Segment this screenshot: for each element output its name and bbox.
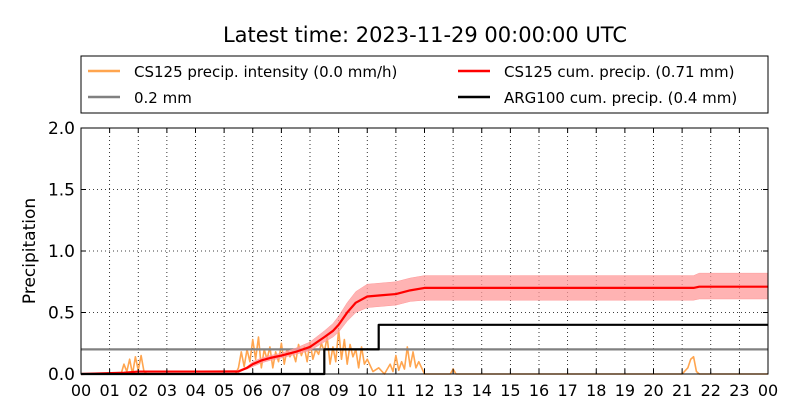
x-tick-label: 04	[185, 381, 205, 400]
chart-title: Latest time: 2023-11-29 00:00:00 UTC	[223, 23, 627, 47]
x-tick-label: 15	[500, 381, 520, 400]
x-tick-label: 16	[529, 381, 549, 400]
x-tick-label: 14	[472, 381, 492, 400]
plot-area: 00 01 02 03 04 05 06 07 08 09 10 11 12 13 14 15 16 17 18 19…	[48, 119, 778, 400]
y-axis-label: Precipitation	[20, 198, 40, 304]
y-tick-label: 1.5	[48, 181, 75, 201]
legend: CS125 precip. intensity (0.0 mm/h) CS125…	[80, 55, 769, 114]
legend-label-cs125-cum: CS125 cum. precip. (0.71 mm)	[504, 63, 734, 81]
x-tick-label: 07	[271, 381, 291, 400]
x-tick-label: 09	[328, 381, 348, 400]
x-tick-label: 13	[443, 381, 463, 400]
x-tick-label: 06	[243, 381, 263, 400]
x-tick-label: 00	[758, 381, 778, 400]
x-tick-label: 23	[729, 381, 749, 400]
x-tick-label: 12	[414, 381, 434, 400]
x-tick-label: 05	[214, 381, 234, 400]
legend-label-threshold: 0.2 mm	[134, 89, 192, 107]
legend-label-intensity: CS125 precip. intensity (0.0 mm/h)	[134, 63, 397, 81]
x-tick-label: 01	[99, 381, 119, 400]
series-0-line	[81, 328, 768, 375]
x-tick-label: 18	[586, 381, 606, 400]
legend-box	[80, 55, 769, 114]
legend-label-arg100-cum: ARG100 cum. precip. (0.4 mm)	[504, 89, 737, 107]
x-tick-label: 08	[300, 381, 320, 400]
x-tick-label: 03	[157, 381, 177, 400]
x-tick-label: 11	[386, 381, 406, 400]
x-tick-label: 10	[357, 381, 377, 400]
series-2-line	[80, 285, 768, 376]
x-tick-label: 21	[672, 381, 692, 400]
x-tick-label: 17	[557, 381, 577, 400]
x-tick-label: 02	[128, 381, 148, 400]
y-tick-label: 0.5	[48, 304, 75, 324]
x-tick-label: 00	[71, 381, 91, 400]
x-tick-label: 19	[615, 381, 635, 400]
x-tick-label: 20	[643, 381, 663, 400]
y-tick-label: 0.0	[48, 365, 75, 385]
y-tick-label: 2.0	[48, 119, 75, 139]
y-tick-label: 1.0	[48, 242, 75, 262]
x-tick-label: 22	[701, 381, 721, 400]
